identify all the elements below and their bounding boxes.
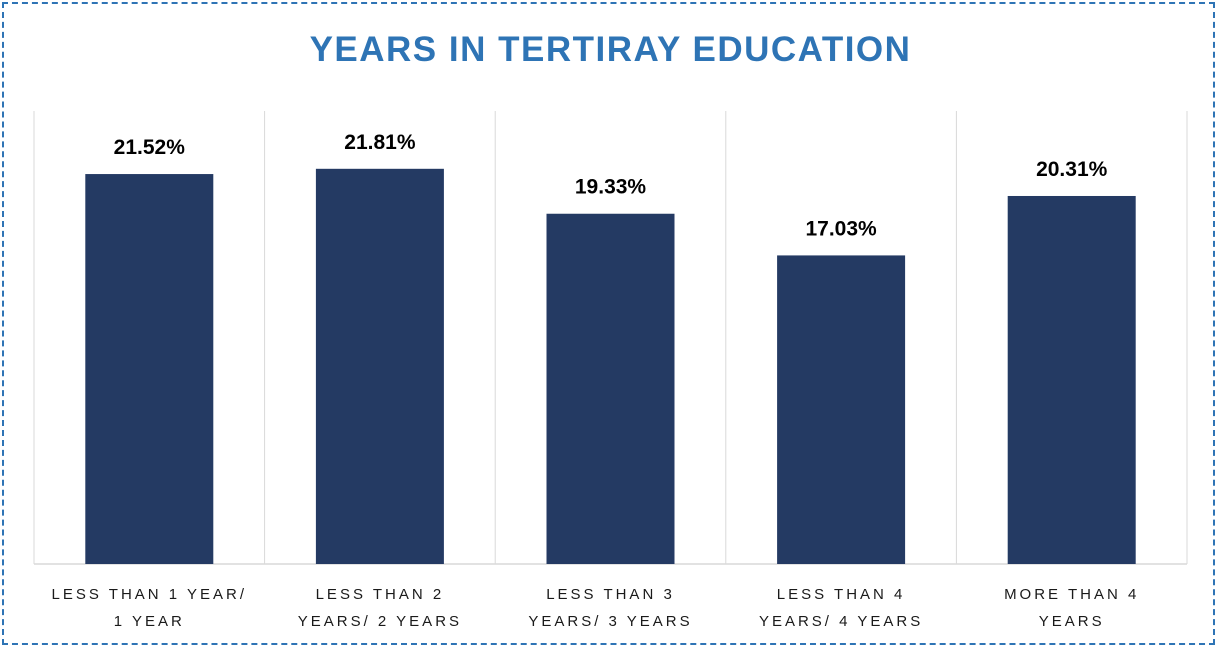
bar <box>777 255 906 565</box>
x-tick-label: LESS THAN 1 YEAR/ <box>52 586 248 603</box>
bar <box>1007 195 1136 565</box>
data-label: 19.33% <box>575 176 647 199</box>
data-label: 20.31% <box>1036 158 1108 181</box>
bar <box>85 174 214 564</box>
x-tick-label: YEARS/ 3 YEARS <box>528 613 692 630</box>
x-tick-label: YEARS/ 4 YEARS <box>759 613 923 630</box>
data-label: 21.52% <box>114 136 186 159</box>
x-tick-label: LESS THAN 4 <box>777 586 906 603</box>
x-tick-label: LESS THAN 2 <box>316 586 445 603</box>
x-tick-label: YEARS <box>1039 613 1105 630</box>
bar <box>315 168 444 564</box>
x-tick-label: YEARS/ 2 YEARS <box>298 613 462 630</box>
data-label: 21.81% <box>344 131 416 154</box>
x-tick-label: 1 YEAR <box>114 613 185 630</box>
chart-title: YEARS IN TERTIRAY EDUCATION <box>309 30 912 69</box>
data-label: 17.03% <box>805 217 877 240</box>
bar <box>546 213 675 564</box>
x-tick-label: LESS THAN 3 <box>546 586 675 603</box>
x-tick-label: MORE THAN 4 <box>1004 586 1139 603</box>
